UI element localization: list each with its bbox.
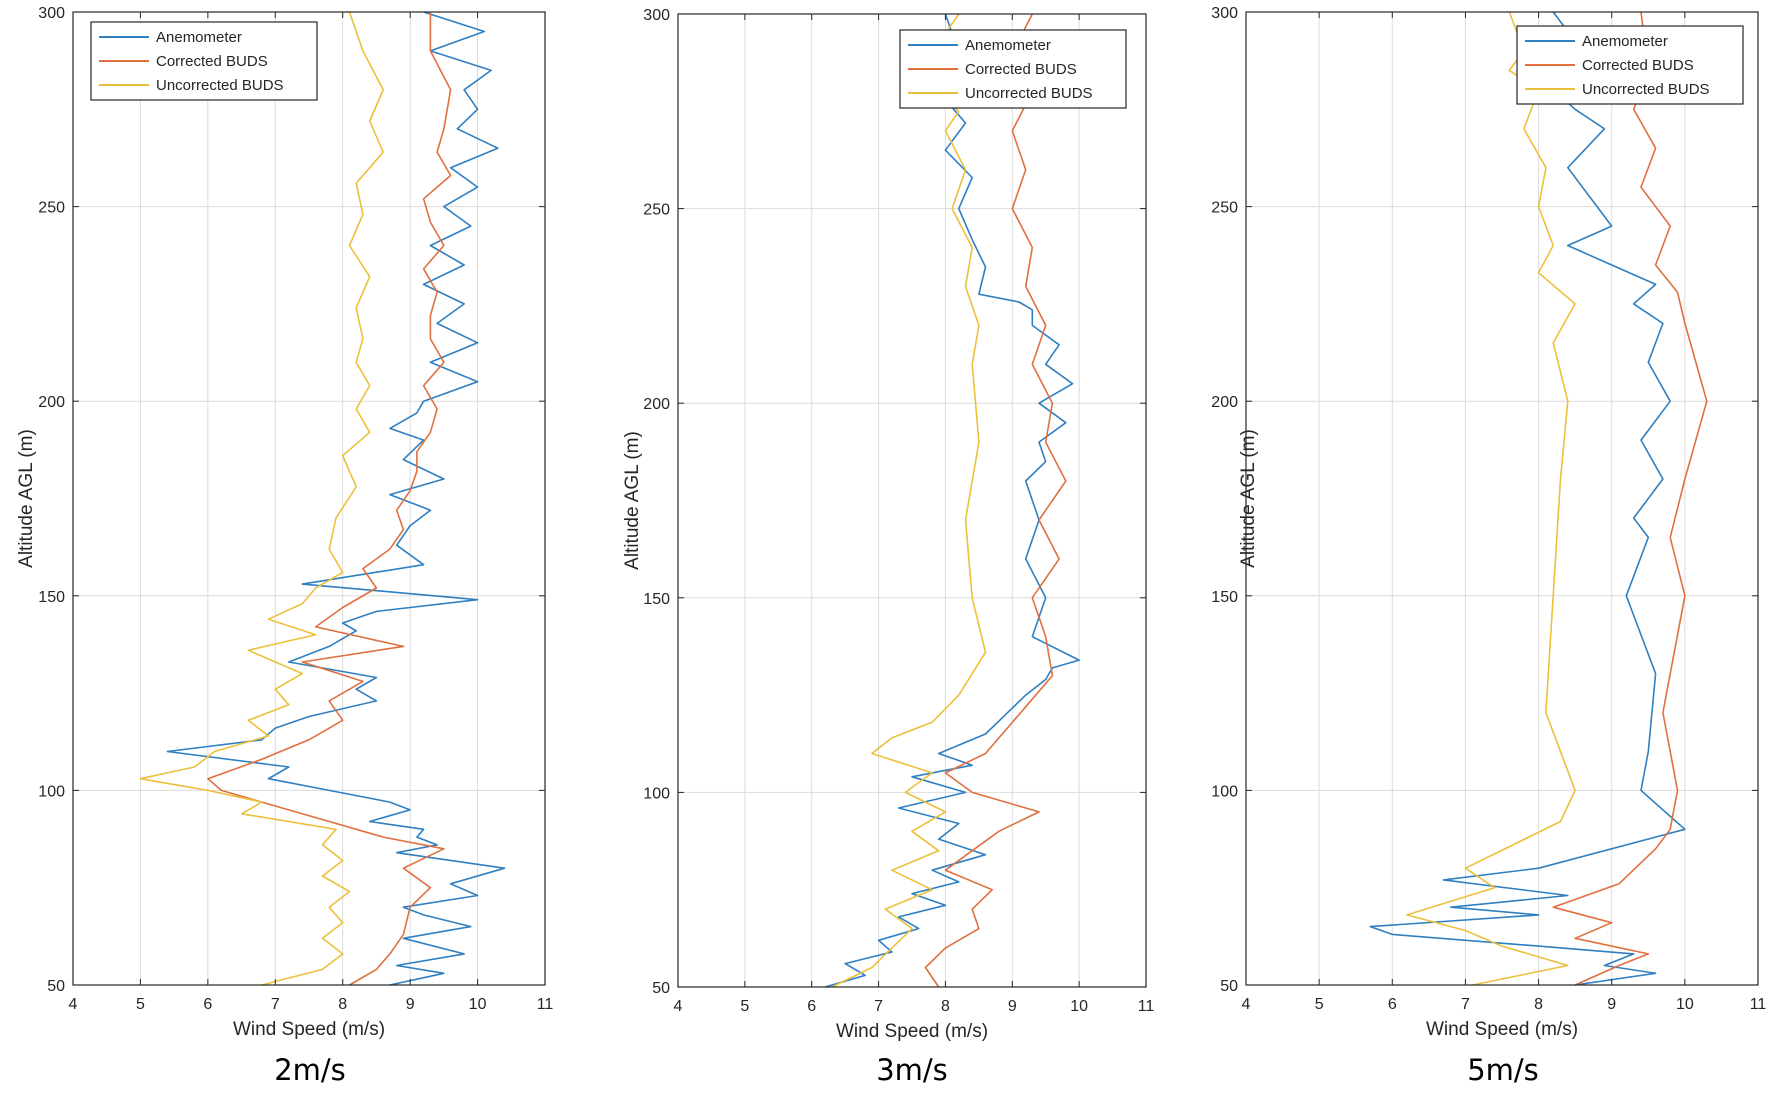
x-tick-label: 8	[941, 998, 950, 1015]
x-tick-label: 10	[1676, 996, 1694, 1013]
x-tick-label: 9	[1008, 998, 1017, 1015]
x-tick-label: 4	[674, 998, 683, 1015]
x-tick-label: 4	[1242, 996, 1251, 1013]
legend-entry: Corrected BUDS	[965, 61, 1077, 78]
y-tick-label: 250	[643, 202, 670, 219]
plot-area	[1246, 12, 1758, 985]
x-tick-label: 11	[1138, 998, 1155, 1015]
y-tick-label: 200	[1211, 394, 1238, 411]
y-tick-label: 150	[643, 591, 670, 608]
legend-entry: Corrected BUDS	[156, 53, 268, 70]
chart-panel-3: 4 5 6 7 8 9 10 11 50 100 150 200 250 300 Wind Speed (m…	[1211, 5, 1766, 1087]
y-tick-label: 250	[38, 200, 65, 217]
legend-entry: Anemometer	[1582, 33, 1668, 50]
y-tick-label: 50	[47, 978, 65, 995]
y-tick-label: 200	[643, 396, 670, 413]
legend: Anemometer Corrected BUDS Uncorrected BUDS	[1516, 25, 1744, 105]
series-line-corrected-buds	[1552, 11, 1708, 986]
series-line-uncorrected-buds	[1406, 11, 1576, 986]
panel-caption: 5m/s	[1467, 1053, 1539, 1087]
x-tick-label: 11	[537, 996, 554, 1013]
y-tick-label: 50	[1220, 978, 1238, 995]
x-tick-label: 8	[1534, 996, 1543, 1013]
x-axis-label: Wind Speed (m/s)	[1426, 1019, 1578, 1040]
y-tick-label: 150	[38, 589, 65, 606]
x-tick-label: 7	[271, 996, 280, 1013]
x-tick-label: 4	[69, 996, 78, 1013]
y-tick-label: 100	[1211, 783, 1238, 800]
axes-box	[72, 11, 546, 986]
legend-entry: Corrected BUDS	[1582, 57, 1694, 74]
plot-area	[678, 14, 1146, 987]
y-axis-label: Altitude AGL (m)	[622, 431, 643, 570]
legend-entry: Anemometer	[965, 37, 1051, 54]
y-tick-label: 100	[643, 785, 670, 802]
series-line-anemometer	[1369, 11, 1686, 986]
x-tick-label: 7	[874, 998, 883, 1015]
x-tick-label: 10	[1070, 998, 1088, 1015]
x-tick-label: 6	[807, 998, 816, 1015]
legend-entry: Uncorrected BUDS	[156, 77, 284, 94]
plot-area	[73, 12, 545, 985]
axes-box	[677, 13, 1147, 988]
chart-panel-2: 4 5 6 7 8 9 10 11 50 100 150 200 250 300 Wind Speed (m…	[622, 7, 1154, 1087]
y-axis-label: Altitude AGL (m)	[16, 429, 37, 568]
y-tick-label: 300	[38, 5, 65, 22]
x-tick-label: 5	[1315, 996, 1324, 1013]
x-axis-label: Wind Speed (m/s)	[836, 1021, 988, 1042]
series-line-corrected-buds	[207, 12, 452, 986]
panel-caption: 2m/s	[274, 1053, 346, 1087]
x-tick-label: 7	[1461, 996, 1470, 1013]
x-axis-label: Wind Speed (m/s)	[233, 1019, 385, 1040]
legend-entry: Uncorrected BUDS	[1582, 81, 1710, 98]
x-tick-label: 9	[1607, 996, 1616, 1013]
series-line-anemometer	[166, 11, 506, 986]
legend-entry: Uncorrected BUDS	[965, 85, 1093, 102]
x-tick-label: 6	[203, 996, 212, 1013]
series-line-anemometer	[824, 13, 1080, 988]
y-axis-label: Altitude AGL (m)	[1238, 429, 1259, 568]
y-tick-label: 300	[643, 7, 670, 24]
legend: Anemometer Corrected BUDS Uncorrected BUDS	[899, 29, 1127, 109]
x-tick-label: 6	[1388, 996, 1397, 1013]
legend-entry: Anemometer	[156, 29, 242, 46]
x-tick-label: 9	[406, 996, 415, 1013]
axes-box	[1245, 11, 1759, 986]
panel-caption: 3m/s	[876, 1053, 948, 1087]
y-tick-label: 250	[1211, 200, 1238, 217]
series-line-corrected-buds	[924, 13, 1067, 988]
x-tick-label: 11	[1750, 996, 1767, 1013]
y-tick-label: 300	[1211, 5, 1238, 22]
series-line-uncorrected-buds	[831, 13, 987, 988]
x-tick-label: 10	[469, 996, 487, 1013]
y-tick-label: 200	[38, 394, 65, 411]
y-tick-label: 100	[38, 783, 65, 800]
legend: Anemometer Corrected BUDS Uncorrected BUDS	[90, 21, 318, 101]
x-tick-label: 5	[740, 998, 749, 1015]
x-tick-label: 5	[136, 996, 145, 1013]
y-tick-label: 150	[1211, 589, 1238, 606]
y-tick-label: 50	[652, 980, 670, 997]
series-line-uncorrected-buds	[139, 11, 385, 986]
chart-panel-1: 4 5 6 7 8 9 10 11 50 100 150 200 250 300 Wind Speed (m…	[16, 5, 553, 1087]
x-tick-label: 8	[338, 996, 347, 1013]
